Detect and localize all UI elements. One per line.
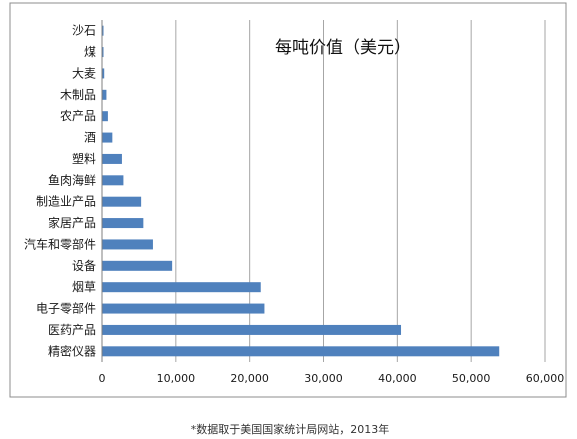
footnote: *数据取于美国国家统计局网站，2013年 xyxy=(191,422,390,436)
x-tick-label: 0 xyxy=(99,372,106,385)
category-label: 沙石 xyxy=(72,24,96,38)
x-tick-labels: 0 10,000 20,000 30,000 40,000 50,000 60,000 xyxy=(99,372,565,385)
bar xyxy=(102,175,124,186)
category-label: 制造业产品 xyxy=(36,195,96,209)
category-label: 木制品 xyxy=(60,88,96,102)
category-label: 煤 xyxy=(84,45,96,59)
bar xyxy=(102,68,105,79)
chart-title: 每吨价值（美元） xyxy=(275,38,411,58)
bar xyxy=(102,196,142,207)
x-tick-label: 30,000 xyxy=(304,372,343,385)
category-label: 设备 xyxy=(72,259,96,273)
bar xyxy=(102,324,402,335)
bar xyxy=(102,25,104,36)
category-label: 烟草 xyxy=(72,280,96,294)
bar xyxy=(102,239,153,250)
x-tick-label: 40,000 xyxy=(378,372,417,385)
x-tick-label: 10,000 xyxy=(157,372,196,385)
category-label: 电子零部件 xyxy=(36,301,96,316)
bar xyxy=(102,346,500,357)
bar xyxy=(102,47,104,58)
bar xyxy=(102,303,265,314)
category-label: 塑料 xyxy=(72,151,96,166)
category-label: 汽车和零部件 xyxy=(24,236,96,251)
category-label: 家居产品 xyxy=(48,215,96,230)
x-tick-label: 60,000 xyxy=(526,372,565,385)
x-tick-label: 20,000 xyxy=(230,372,269,385)
bar xyxy=(102,153,122,164)
category-label: 精密仪器 xyxy=(48,343,96,358)
category-label: 农产品 xyxy=(60,109,96,123)
bar xyxy=(102,132,113,143)
category-label: 医药产品 xyxy=(48,323,96,337)
x-tick-label: 50,000 xyxy=(452,372,491,385)
bar xyxy=(102,89,107,100)
bar xyxy=(102,111,108,122)
category-label: 大麦 xyxy=(72,66,96,80)
bar xyxy=(102,282,261,293)
category-label: 酒 xyxy=(84,131,96,145)
bars xyxy=(102,25,500,357)
bar xyxy=(102,218,144,229)
bar xyxy=(102,260,173,271)
category-labels: 沙石煤大麦木制品农产品酒塑料鱼肉海鲜制造业产品家居产品汽车和零部件设备烟草电子零… xyxy=(24,24,96,359)
category-label: 鱼肉海鲜 xyxy=(48,172,96,187)
